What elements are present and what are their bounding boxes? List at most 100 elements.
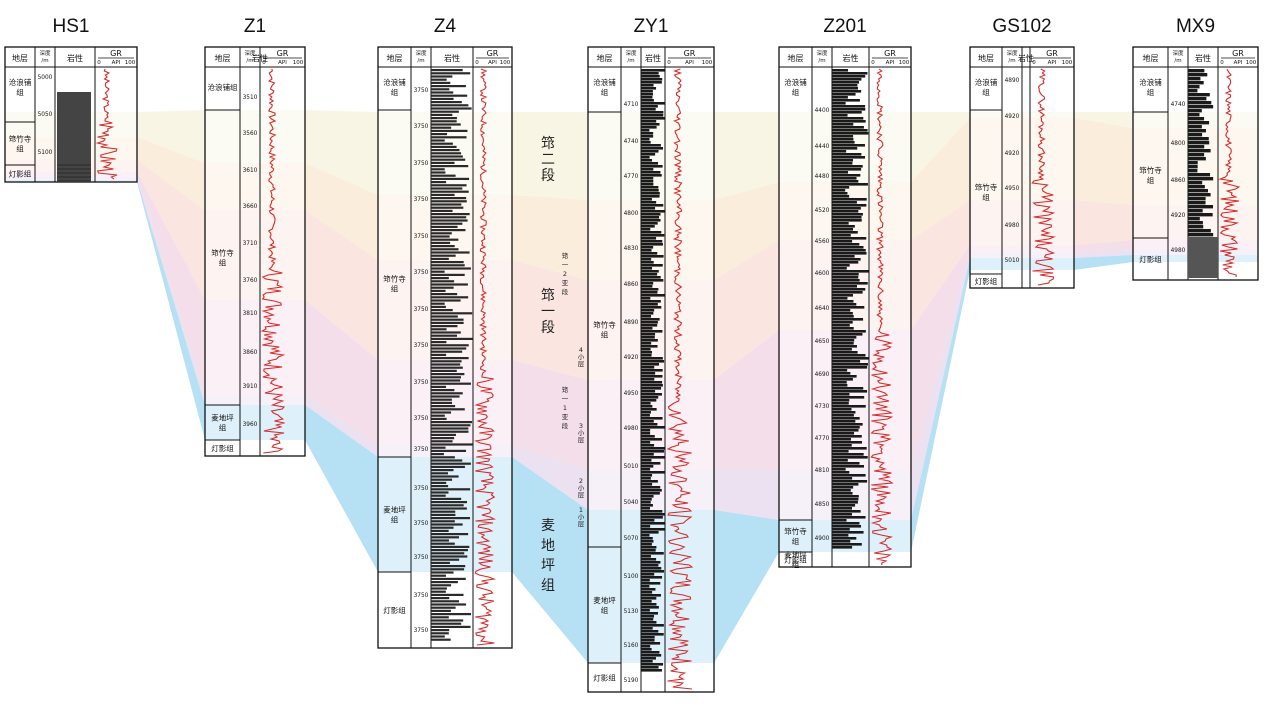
lithology-bed (1188, 201, 1206, 205)
gr-max: 100 (702, 60, 713, 66)
lithology-bed (832, 375, 857, 378)
lithology-bed (431, 475, 459, 478)
lithology-bed (431, 254, 456, 257)
lithology-bed (431, 606, 456, 609)
lithology-bed (641, 186, 659, 189)
well-name: ZY1 (634, 16, 669, 37)
lithology-bed (431, 513, 456, 516)
lithology-bed (641, 81, 662, 84)
lithology-bed (431, 245, 455, 248)
lithology-bed (832, 369, 848, 372)
depth-label: 4900 (815, 536, 830, 542)
lithology-bed (641, 654, 662, 657)
lithology-bed (641, 156, 650, 159)
gr-unit: API (886, 60, 895, 66)
lithology-bed (431, 411, 452, 414)
header-formation: 地层 (788, 53, 804, 63)
lithology-bed (641, 501, 651, 504)
formation-label: 筇竹寺 (784, 526, 807, 536)
lithology-bed (641, 174, 662, 177)
lithology-bed (641, 282, 654, 285)
lithology-bed (431, 277, 449, 280)
gr-max: 100 (1062, 60, 1073, 66)
lithology-bed (431, 405, 456, 408)
depth-label: 5130 (624, 609, 639, 615)
lithology-bed (641, 633, 664, 636)
lithology-bed (641, 639, 655, 642)
lithology-bed (1188, 237, 1218, 278)
lithology-bed (431, 520, 455, 523)
lithology-bed (431, 529, 449, 532)
lithology-bed (431, 321, 464, 324)
lithology-bed (431, 465, 465, 468)
lithology-bed (431, 334, 458, 337)
lithology-bed (431, 501, 468, 504)
lithology-bed (431, 571, 454, 574)
lithology-bed (1188, 221, 1203, 225)
depth-label: 3750 (414, 88, 429, 94)
formation-label: 组 (391, 87, 399, 97)
depth-label: 3750 (414, 380, 429, 386)
header-depth: 深度 (244, 49, 256, 57)
lithology-bed (431, 545, 470, 548)
lithology-bed (832, 93, 856, 96)
well-name: HS1 (53, 16, 90, 37)
lithology-bed (832, 342, 854, 345)
lithology-bed (431, 638, 451, 641)
formation-label: 沧浪铺 (1139, 77, 1162, 87)
lithology-bed (832, 525, 862, 528)
lithology-bed (641, 615, 655, 618)
formation-label: 麦地坪 (784, 550, 807, 560)
depth-label: 4440 (815, 144, 830, 150)
lithology-bed (832, 216, 862, 219)
lithology-bed (832, 480, 868, 483)
formation-label: 组 (601, 605, 609, 615)
lithology-bed (641, 189, 659, 192)
stage-label: 二 (541, 152, 555, 168)
lithology-bed (641, 504, 653, 507)
lithology-bed (1188, 69, 1205, 73)
lithology-bed (641, 513, 665, 516)
depth-label: 4800 (1171, 141, 1186, 147)
gr-curve (1218, 68, 1241, 278)
lithology-bed (431, 539, 449, 542)
lithology-bed (641, 201, 657, 204)
lithology-bed (641, 198, 652, 201)
lithology-bed (832, 84, 858, 87)
gr-min: 0 (262, 60, 266, 66)
stage-label: 层 (578, 436, 585, 444)
depth-label: 5070 (624, 536, 639, 542)
header-formation: 地层 (387, 53, 403, 63)
lithology-bed (431, 174, 456, 177)
lithology-bed (641, 531, 659, 534)
lithology-bed (832, 138, 854, 141)
lithology-bed (641, 651, 660, 654)
formation-label: 沧浪铺 (593, 77, 616, 87)
lithology-bed (832, 348, 852, 351)
lithology-bed (832, 474, 866, 477)
lithology-bed (641, 522, 665, 525)
lithology-bed (1188, 149, 1211, 153)
lithology-bed (641, 534, 650, 537)
lithology-bed (431, 360, 462, 363)
lithology-bed (641, 525, 651, 528)
lithology-bed (641, 552, 664, 555)
lithology-bed (641, 222, 658, 225)
lithology-bed (832, 411, 856, 414)
lithology-bed (431, 225, 458, 228)
formation-label: 组 (1147, 175, 1155, 185)
formation-label: 沧浪铺 (9, 77, 32, 87)
header-gr: GR (110, 49, 122, 58)
lithology-bed (431, 222, 463, 225)
lithology-bed (641, 585, 650, 588)
formation-label: 筇竹寺 (383, 274, 406, 284)
lithology-bed (641, 147, 664, 150)
lithology-bed (641, 75, 660, 78)
header-depth: 深度 (1006, 49, 1018, 57)
lithology-bed (832, 519, 847, 522)
lithology-bed (641, 429, 651, 432)
lithology-bed (431, 488, 471, 491)
lithology-bed (641, 576, 663, 579)
